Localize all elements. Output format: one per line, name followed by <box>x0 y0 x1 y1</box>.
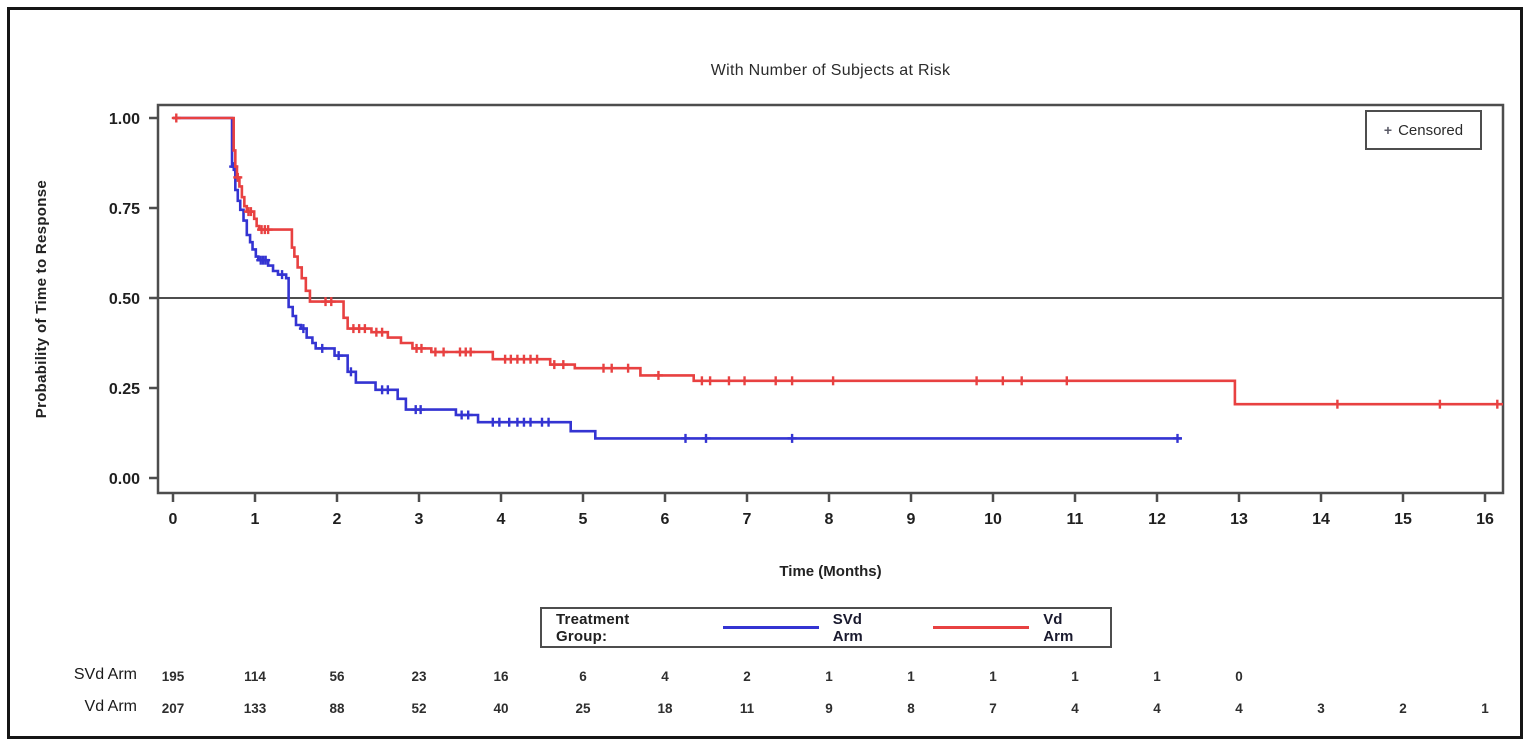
x-tick-label: 10 <box>984 511 1002 528</box>
risk-count: 16 <box>493 669 509 684</box>
x-tick-label: 13 <box>1230 511 1248 528</box>
risk-count: 1 <box>825 669 833 684</box>
x-tick-label: 6 <box>661 511 670 528</box>
censored-plus-icon: + <box>1383 122 1393 138</box>
risk-count: 114 <box>244 669 266 684</box>
risk-count: 11 <box>740 701 755 716</box>
risk-count: 7 <box>989 701 997 716</box>
y-tick-label: 0.00 <box>109 471 140 488</box>
vd-line-swatch <box>933 626 1030 629</box>
risk-count: 4 <box>1071 701 1079 716</box>
x-tick-label: 4 <box>497 511 506 528</box>
risk-count: 207 <box>162 701 185 716</box>
y-tick-label: 0.75 <box>109 201 140 218</box>
svd-legend-label: SVd Arm <box>832 610 863 645</box>
x-tick-label: 14 <box>1312 511 1330 528</box>
risk-count: 40 <box>493 701 508 716</box>
y-tick-label: 0.25 <box>109 381 140 398</box>
legend-item-svd: SVd Arm <box>722 610 896 645</box>
risk-count: 18 <box>657 701 673 716</box>
x-tick-label: 15 <box>1394 511 1412 528</box>
risk-row-label-vd: Vd Arm <box>84 698 137 715</box>
legend-item-vd: Vd Arm <box>933 611 1096 645</box>
risk-count: 9 <box>825 701 833 716</box>
svd-line-swatch <box>722 626 819 629</box>
risk-count: 1 <box>1153 669 1161 684</box>
risk-count: 1 <box>1481 701 1489 716</box>
x-tick-label: 8 <box>825 511 834 528</box>
risk-count: 88 <box>329 701 345 716</box>
x-tick-label: 9 <box>907 511 916 528</box>
x-axis-title: Time (Months) <box>779 563 882 580</box>
x-tick-label: 0 <box>169 511 178 528</box>
x-tick-label: 12 <box>1148 511 1166 528</box>
y-axis-title: Probability of Time to Response <box>24 105 58 493</box>
km-curve-vd <box>173 116 1503 406</box>
risk-count: 23 <box>411 669 427 684</box>
risk-count: 1 <box>907 669 915 684</box>
risk-count: 25 <box>575 701 591 716</box>
risk-count: 2 <box>1399 701 1407 716</box>
x-tick-label: 11 <box>1067 511 1084 528</box>
x-tick-label: 3 <box>415 511 424 528</box>
risk-count: 8 <box>907 701 915 716</box>
x-tick-label: 16 <box>1476 511 1494 528</box>
y-tick-label: 1.00 <box>109 111 140 128</box>
vd-legend-label: Vd Arm <box>1043 610 1074 645</box>
risk-count: 4 <box>1153 701 1161 716</box>
y-tick-label: 0.50 <box>109 291 140 308</box>
risk-count: 56 <box>329 669 345 684</box>
risk-count: 195 <box>162 669 185 684</box>
risk-count: 1 <box>989 669 997 684</box>
km-curve-svd <box>173 116 1182 440</box>
risk-count: 3 <box>1317 701 1325 716</box>
risk-count: 0 <box>1235 669 1243 684</box>
risk-count: 52 <box>411 701 426 716</box>
chart-title: With Number of Subjects at Risk <box>710 62 951 79</box>
x-tick-label: 1 <box>251 511 260 528</box>
risk-row-label-svd: SVd Arm <box>73 666 137 683</box>
risk-count: 1 <box>1071 669 1079 684</box>
x-tick-label: 2 <box>333 511 342 528</box>
censored-legend: + Censored <box>1365 110 1482 150</box>
risk-count: 133 <box>244 701 267 716</box>
risk-count: 2 <box>743 669 751 684</box>
risk-count: 4 <box>661 669 669 684</box>
censored-label: Censored <box>1398 121 1464 139</box>
x-tick-label: 5 <box>579 511 588 528</box>
risk-count: 4 <box>1235 701 1243 716</box>
x-tick-label: 7 <box>743 511 752 528</box>
y-axis-title-text: Probability of Time to Response <box>32 179 50 419</box>
risk-count: 6 <box>579 669 587 684</box>
legend-title: Treatment Group: <box>556 610 630 645</box>
treatment-group-legend: Treatment Group: SVd Arm Vd Arm <box>540 607 1112 648</box>
